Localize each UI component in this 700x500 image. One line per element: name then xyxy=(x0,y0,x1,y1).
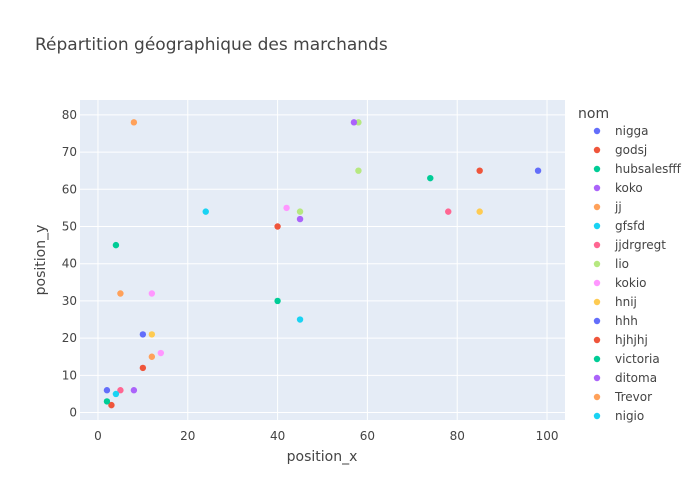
legend-item-label: nigga xyxy=(615,124,649,138)
data-point xyxy=(117,387,124,394)
x-tick-label: 80 xyxy=(450,429,465,443)
y-tick-label: 30 xyxy=(62,294,77,308)
data-point xyxy=(157,349,165,357)
data-point xyxy=(350,119,358,126)
data-point xyxy=(148,331,156,338)
data-point xyxy=(108,401,115,409)
plot-area xyxy=(80,100,565,420)
legend-item-label: jjdrgregt xyxy=(614,238,666,252)
legend-item-label: victoria xyxy=(615,352,660,366)
legend-item-label: kokio xyxy=(615,276,647,290)
tick-labels: 0 20 40 60 80 100 0 10 20 30 40 50 60 70 80 xyxy=(62,108,559,443)
x-axis-title: position_x xyxy=(287,449,358,465)
data-point xyxy=(112,390,120,398)
data-point xyxy=(476,167,483,174)
data-point xyxy=(130,387,138,394)
data-point xyxy=(274,223,281,230)
data-point xyxy=(130,119,138,126)
data-point xyxy=(148,353,156,360)
data-point xyxy=(139,364,147,372)
legend-marker xyxy=(593,146,601,154)
data-point xyxy=(445,208,452,215)
data-points xyxy=(103,119,542,409)
y-tick-label: 0 xyxy=(69,406,77,420)
data-point xyxy=(296,208,304,215)
chart-title: Répartition géographique des marchands xyxy=(35,35,388,55)
legend-marker xyxy=(593,203,601,211)
data-point xyxy=(117,290,124,297)
legend-marker xyxy=(593,222,601,230)
data-point xyxy=(274,297,281,305)
y-tick-label: 10 xyxy=(62,368,77,382)
legend-item-label: godsj xyxy=(615,143,647,157)
legend-item-label: jj xyxy=(614,200,622,214)
legend-marker xyxy=(593,184,601,192)
legend-item-label: hjhjhj xyxy=(615,333,648,347)
data-point xyxy=(296,316,304,323)
y-tick-label: 20 xyxy=(62,331,77,345)
legend-marker xyxy=(593,355,601,363)
legend-item-label: ditoma xyxy=(615,371,657,385)
legend-marker xyxy=(593,336,601,344)
y-tick-label: 60 xyxy=(62,182,77,196)
legend-marker xyxy=(593,279,601,287)
x-tick-label: 0 xyxy=(94,429,102,443)
legend-marker xyxy=(593,241,601,249)
legend-item-label: hnij xyxy=(615,295,637,309)
data-point xyxy=(283,204,290,212)
x-tick-label: 20 xyxy=(180,429,195,443)
y-tick-label: 80 xyxy=(62,108,77,122)
legend-marker xyxy=(593,260,601,268)
legend-item-label: lio xyxy=(615,257,629,271)
data-point xyxy=(103,398,111,405)
legend-item-label: hubsalesfff xyxy=(615,162,682,176)
data-point xyxy=(103,387,111,394)
x-tick-label: 40 xyxy=(270,429,285,443)
data-point xyxy=(355,167,362,174)
data-point xyxy=(148,290,156,297)
legend-marker xyxy=(593,127,601,135)
y-tick-label: 50 xyxy=(62,220,77,234)
legend-item-label: gfsfd xyxy=(615,219,645,233)
data-point xyxy=(202,208,209,215)
legend-marker xyxy=(593,298,601,306)
legend: nigga godsj hubsalesfff koko jj gfsfd jjdrgreg… xyxy=(593,124,682,423)
legend-item-label: nigio xyxy=(615,409,644,423)
grid-lines xyxy=(80,100,565,420)
legend-marker xyxy=(593,165,601,173)
y-tick-label: 70 xyxy=(62,145,77,159)
legend-marker xyxy=(593,412,601,420)
legend-item-label: hhh xyxy=(615,314,638,328)
x-tick-label: 60 xyxy=(360,429,375,443)
data-point xyxy=(355,119,362,126)
y-axis-title: position_y xyxy=(33,225,49,296)
data-point xyxy=(139,331,147,338)
data-point xyxy=(296,215,304,223)
data-point xyxy=(476,208,483,215)
data-point xyxy=(534,167,542,174)
legend-item-label: Trevor xyxy=(614,390,652,404)
legend-title: nom xyxy=(578,106,609,122)
y-tick-label: 40 xyxy=(62,257,77,271)
legend-item-label: koko xyxy=(615,181,643,195)
x-tick-label: 100 xyxy=(536,429,559,443)
legend-marker xyxy=(593,374,601,382)
legend-marker xyxy=(593,393,601,401)
data-point xyxy=(427,174,434,182)
legend-marker xyxy=(593,317,601,325)
data-point xyxy=(112,241,120,249)
